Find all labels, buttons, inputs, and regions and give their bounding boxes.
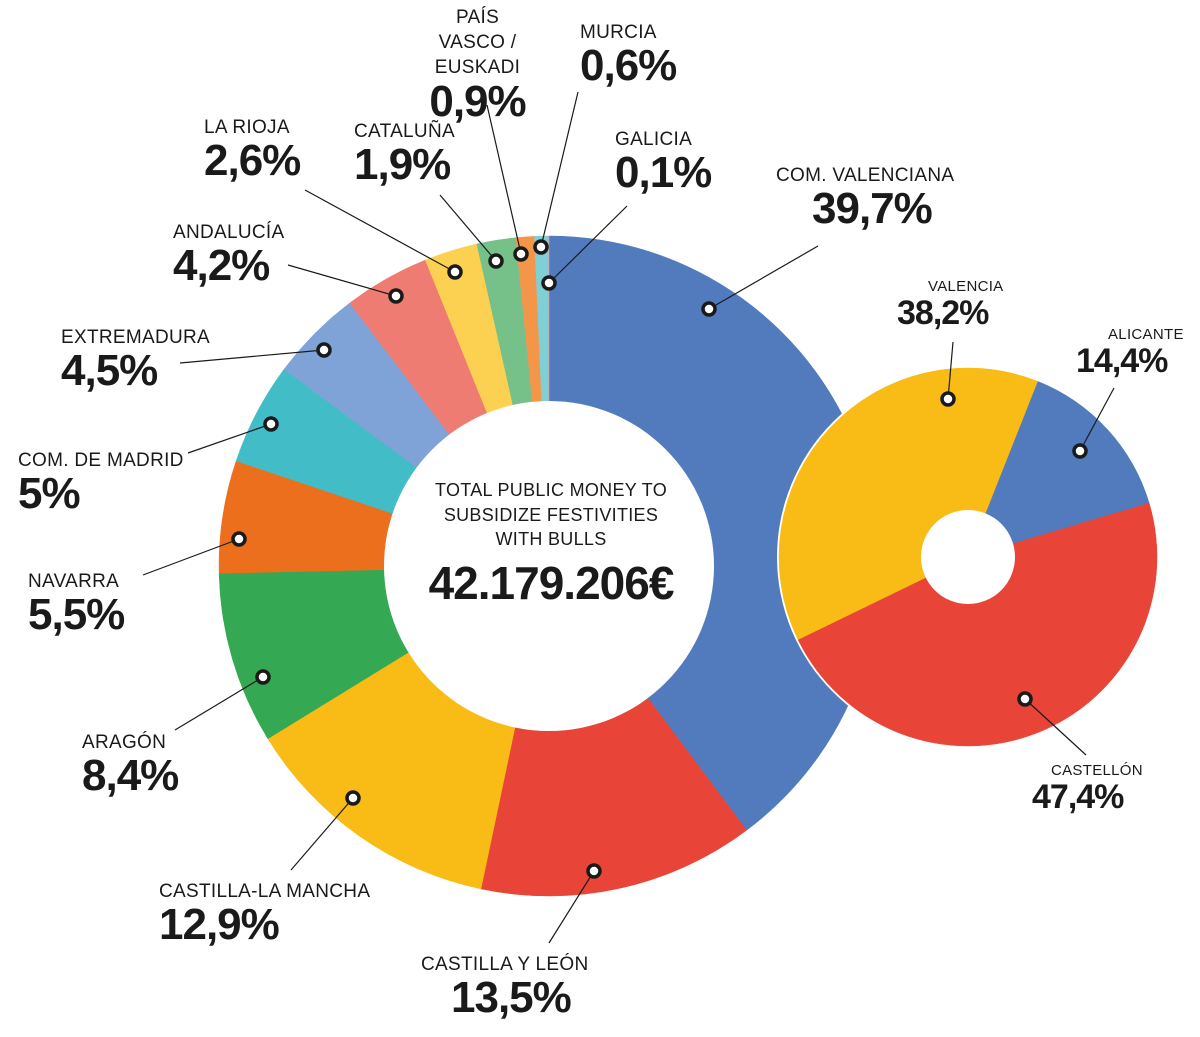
marker-cyl — [586, 863, 602, 879]
label-extremadura: EXTREMADURA 4,5% — [61, 327, 210, 395]
marker-valencia — [940, 391, 956, 407]
label-alicante: ALICANTE 14,4% — [1076, 326, 1184, 380]
marker-alicante — [1072, 443, 1088, 459]
marker-madrid — [263, 416, 279, 432]
sub-slice-castell-n — [797, 502, 1158, 747]
label-valencia: VALENCIA 38,2% — [897, 278, 1004, 332]
leader-line-andalucia — [287, 264, 397, 297]
leader-line-valencia — [947, 341, 954, 400]
sub-slice-valencia — [778, 367, 1038, 640]
marker-pais-vasco — [513, 246, 529, 262]
leader-line-pais-vasco — [486, 104, 522, 255]
sub-slice-alicante — [967, 380, 1150, 558]
label-cyl: CASTILLA Y LEÓN 13,5% — [421, 954, 589, 1022]
main-slice-galicia — [546, 235, 550, 567]
leader-line-galicia — [548, 205, 628, 284]
label-madrid: COM. DE MADRID 5% — [18, 450, 184, 518]
leader-line-cataluna — [439, 194, 497, 262]
center-title: TOTAL PUBLIC MONEY TO SUBSIDIZE FESTIVIT… — [434, 480, 668, 549]
label-clm: CASTILLA-LA MANCHA 12,9% — [159, 881, 371, 949]
label-murcia: MURCIA 0,6% — [580, 22, 677, 90]
sub-donut-hole — [921, 510, 1015, 604]
marker-murcia — [533, 239, 549, 255]
leader-line-madrid — [187, 423, 272, 454]
leader-line-la-rioja — [304, 189, 456, 273]
label-pais-vasco: PAÍS VASCO / EUSKADI 0,9% — [429, 7, 526, 126]
marker-com-valenciana — [701, 301, 717, 317]
leader-line-cyl — [548, 870, 595, 944]
label-com-valenciana: COM. VALENCIANA 39,7% — [776, 165, 955, 233]
label-castellon: CASTELLÓN 47,4% — [1032, 762, 1143, 816]
marker-navarra — [231, 531, 247, 547]
leader-line-com-valenciana — [708, 245, 819, 310]
center-total-value: 42.179.206€ — [428, 556, 675, 609]
label-navarra: NAVARRA 5,5% — [28, 571, 125, 639]
label-la-rioja: LA RIOJA 2,6% — [204, 117, 301, 185]
leader-line-castellon — [1024, 698, 1087, 756]
marker-galicia — [541, 275, 557, 291]
marker-aragon — [255, 669, 271, 685]
leader-line-murcia — [540, 91, 579, 248]
marker-extremadura — [316, 342, 332, 358]
marker-clm — [345, 790, 361, 806]
marker-cataluna — [488, 253, 504, 269]
leader-line-navarra — [142, 538, 240, 576]
leader-line-alicante — [1079, 387, 1115, 452]
marker-andalucia — [388, 288, 404, 304]
leader-line-clm — [290, 797, 354, 871]
label-galicia: GALICIA 0,1% — [615, 129, 712, 197]
marker-castellon — [1017, 691, 1033, 707]
label-aragon: ARAGÓN 8,4% — [82, 732, 179, 800]
center-total: TOTAL PUBLIC MONEY TO SUBSIDIZE FESTIVIT… — [386, 478, 716, 610]
main-donut-hole — [384, 401, 714, 731]
label-andalucia: ANDALUCÍA 4,2% — [173, 222, 285, 290]
leader-line-extremadura — [179, 349, 325, 364]
leader-line-aragon — [174, 676, 264, 731]
marker-la-rioja — [447, 264, 463, 280]
label-cataluna: CATALUÑA 1,9% — [354, 121, 455, 189]
